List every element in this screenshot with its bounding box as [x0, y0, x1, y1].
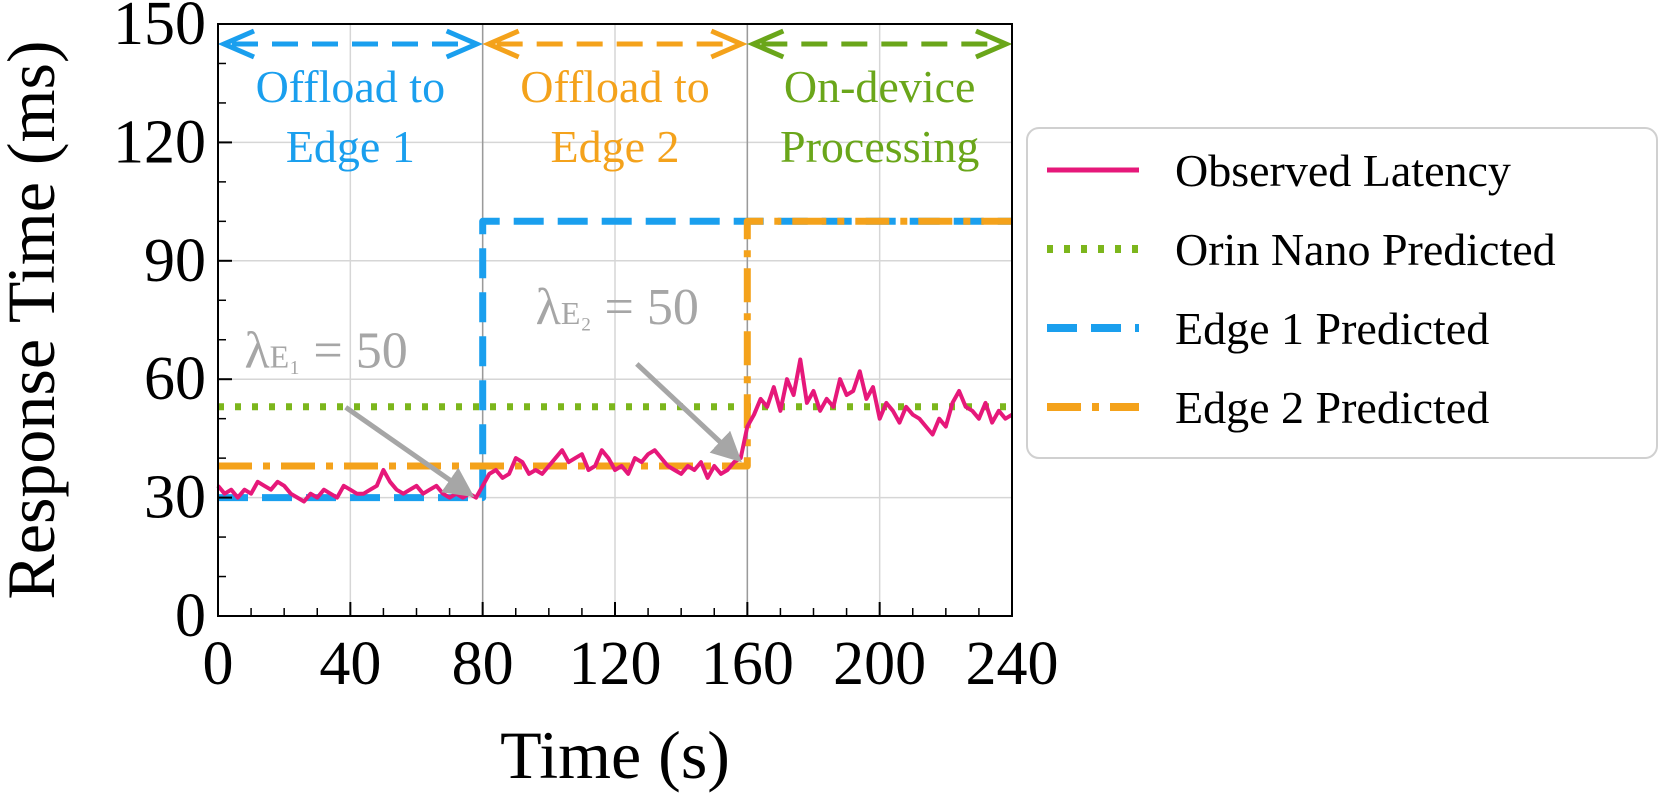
lambda-label: λE₁ = 50 — [244, 322, 407, 379]
region-arrow-right-head — [975, 28, 1013, 60]
lambda-annotation-1: λE₁ = 50 — [244, 322, 475, 498]
lambda-label: λE₂ = 50 — [536, 279, 699, 336]
region-label-line2: Processing — [780, 121, 979, 172]
legend-label: Edge 2 Predicted — [1175, 382, 1489, 433]
region-label-line1: Offload to — [256, 61, 446, 112]
legend-label: Edge 1 Predicted — [1175, 303, 1489, 354]
y-tick-label: 0 — [175, 582, 206, 650]
x-tick-label: 40 — [319, 630, 381, 698]
x-tick-label: 80 — [452, 630, 514, 698]
lambda-annotations: λE₁ = 50 λE₂ = 50 — [244, 279, 742, 498]
y-tick-label: 120 — [113, 108, 206, 176]
x-tick-label: 200 — [833, 630, 926, 698]
y-tick-label: 30 — [144, 464, 206, 532]
region-label-line1: On-device — [784, 61, 976, 112]
series-line-4 — [218, 217, 1012, 470]
region-arrow-left-head — [747, 28, 785, 60]
x-tick-label: 0 — [203, 630, 234, 698]
region-arrow-right-head — [710, 28, 748, 60]
region-label-line2: Edge 2 — [550, 121, 679, 172]
region-arrow-left-head — [217, 28, 255, 60]
region-arrow-right-head — [445, 28, 483, 60]
region-annotations: Offload to Edge 1 Offload to Edge 2 On-devic… — [217, 28, 1013, 172]
x-tick-label: 120 — [569, 630, 662, 698]
y-axis-title: Response Time (ms) — [0, 40, 69, 599]
series-lines — [216, 217, 1014, 504]
x-tick-label: 240 — [966, 630, 1059, 698]
lambda-arrow — [344, 405, 475, 498]
region-1: Offload to Edge 1 — [217, 28, 483, 172]
legend-box — [1026, 127, 1658, 459]
region-arrow-left-head — [482, 28, 520, 60]
series-line-1 — [216, 357, 1014, 504]
x-axis-title: Time (s) — [500, 717, 730, 793]
region-label-line1: Offload to — [520, 61, 710, 112]
legend-label: Orin Nano Predicted — [1175, 224, 1556, 275]
legend: Observed Latency Orin Nano Predicted Edge … — [1026, 127, 1658, 459]
region-2: Offload to Edge 2 — [482, 28, 748, 172]
legend-label: Observed Latency — [1175, 145, 1511, 196]
y-tick-label: 90 — [144, 227, 206, 295]
y-tick-label: 150 — [113, 0, 206, 58]
axes: 0 40 80 120 160 200 240 0 30 60 90 120 150 Time (s) Re… — [0, 0, 1059, 793]
legend-entry-3: Edge 1 Predicted — [1047, 303, 1489, 354]
region-label-line2: Edge 1 — [286, 121, 415, 172]
legend-entry-2: Orin Nano Predicted — [1047, 224, 1556, 275]
region-3: On-device Processing — [747, 28, 1013, 172]
x-tick-label: 160 — [701, 630, 794, 698]
lambda-arrow — [635, 362, 742, 463]
lambda-annotation-2: λE₂ = 50 — [536, 279, 742, 463]
legend-entry-1: Observed Latency — [1047, 145, 1511, 196]
legend-entry-4: Edge 2 Predicted — [1047, 382, 1489, 433]
y-tick-label: 60 — [144, 345, 206, 413]
